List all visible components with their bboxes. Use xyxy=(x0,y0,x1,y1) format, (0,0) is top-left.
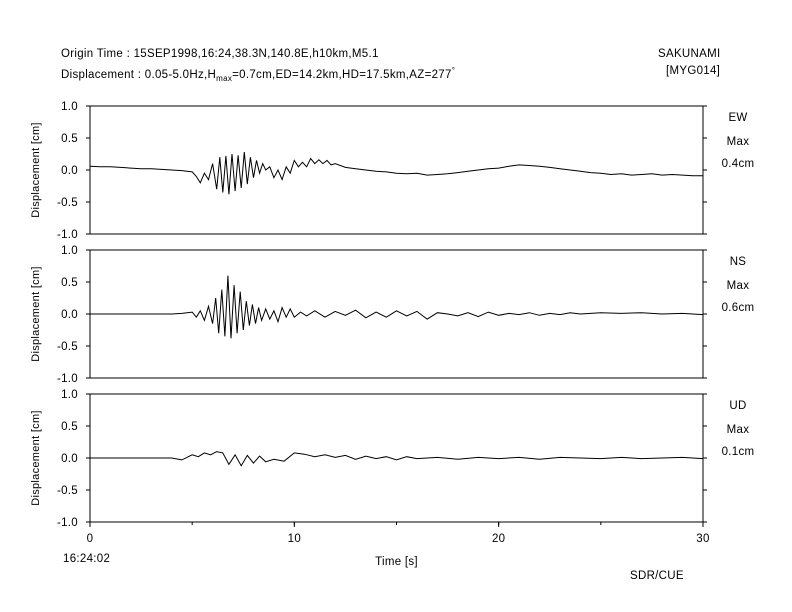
origin-time-text: Origin Time : 15SEP1998,16:24,38.3N,140.… xyxy=(61,48,379,60)
y-tick-label: 0.5 xyxy=(61,277,78,289)
y-tick-label: 0.0 xyxy=(61,165,78,177)
x-tick-label: 0 xyxy=(87,533,94,545)
displacement-params: =0.7cm,ED=14.2km,HD=17.5km,AZ=277 xyxy=(232,68,452,81)
y-tick-label: 1.0 xyxy=(61,101,78,113)
y-tick-label: -0.5 xyxy=(57,485,78,497)
y-tick-label: -1.0 xyxy=(57,517,78,529)
azimuth-degree-mark: ° xyxy=(451,66,456,75)
y-axis-label: Displacement [cm] xyxy=(30,266,42,362)
max-label: Max xyxy=(727,424,750,436)
y-tick-label: 0.5 xyxy=(61,133,78,145)
y-axis-label: Displacement [cm] xyxy=(30,410,42,506)
y-tick-label: -1.0 xyxy=(57,373,78,385)
x-tick-label: 20 xyxy=(492,533,505,545)
y-tick-label: 0.5 xyxy=(61,421,78,433)
panel-frame-ns xyxy=(89,249,704,379)
station-code: [MYG014] xyxy=(666,65,721,77)
waveform-ew xyxy=(89,152,703,195)
component-label: UD xyxy=(729,400,746,412)
waveform-ns xyxy=(90,275,704,339)
y-axis-label: Displacement [cm] xyxy=(30,122,42,218)
x-tick-label: 30 xyxy=(696,533,709,545)
y-tick-label: 0.0 xyxy=(61,453,78,465)
waveform-ud xyxy=(90,451,704,467)
x-tick-label: 10 xyxy=(288,533,301,545)
displacement-prefix: Displacement : 0.05-5.0Hz,H xyxy=(61,68,217,81)
component-label: NS xyxy=(730,256,747,268)
max-value: 0.4cm xyxy=(722,158,755,170)
credit-label: SDR/CUE xyxy=(630,570,684,582)
start-time-label: 16:24:02 xyxy=(63,553,111,565)
y-tick-label: 0.0 xyxy=(61,309,78,321)
max-value: 0.1cm xyxy=(722,446,755,458)
max-label: Max xyxy=(727,136,750,148)
x-axis-label: Time [s] xyxy=(375,556,418,568)
panel-frame-ew xyxy=(89,105,704,235)
component-label: EW xyxy=(728,112,747,124)
displacement-info-line: Displacement : 0.05-5.0Hz,Hmax=0.7cm,ED=… xyxy=(61,64,455,86)
y-tick-label: 1.0 xyxy=(61,245,78,257)
y-tick-label: -0.5 xyxy=(57,341,78,353)
origin-time-line: Origin Time : 15SEP1998,16:24,38.3N,140.… xyxy=(61,47,379,61)
y-tick-label: 1.0 xyxy=(61,389,78,401)
displacement-subscript: max xyxy=(216,74,233,84)
y-tick-label: -0.5 xyxy=(57,197,78,209)
station-name: SAKUNAMI xyxy=(658,48,721,60)
max-value: 0.6cm xyxy=(722,302,755,314)
max-label: Max xyxy=(727,280,750,292)
y-tick-label: -1.0 xyxy=(57,229,78,241)
